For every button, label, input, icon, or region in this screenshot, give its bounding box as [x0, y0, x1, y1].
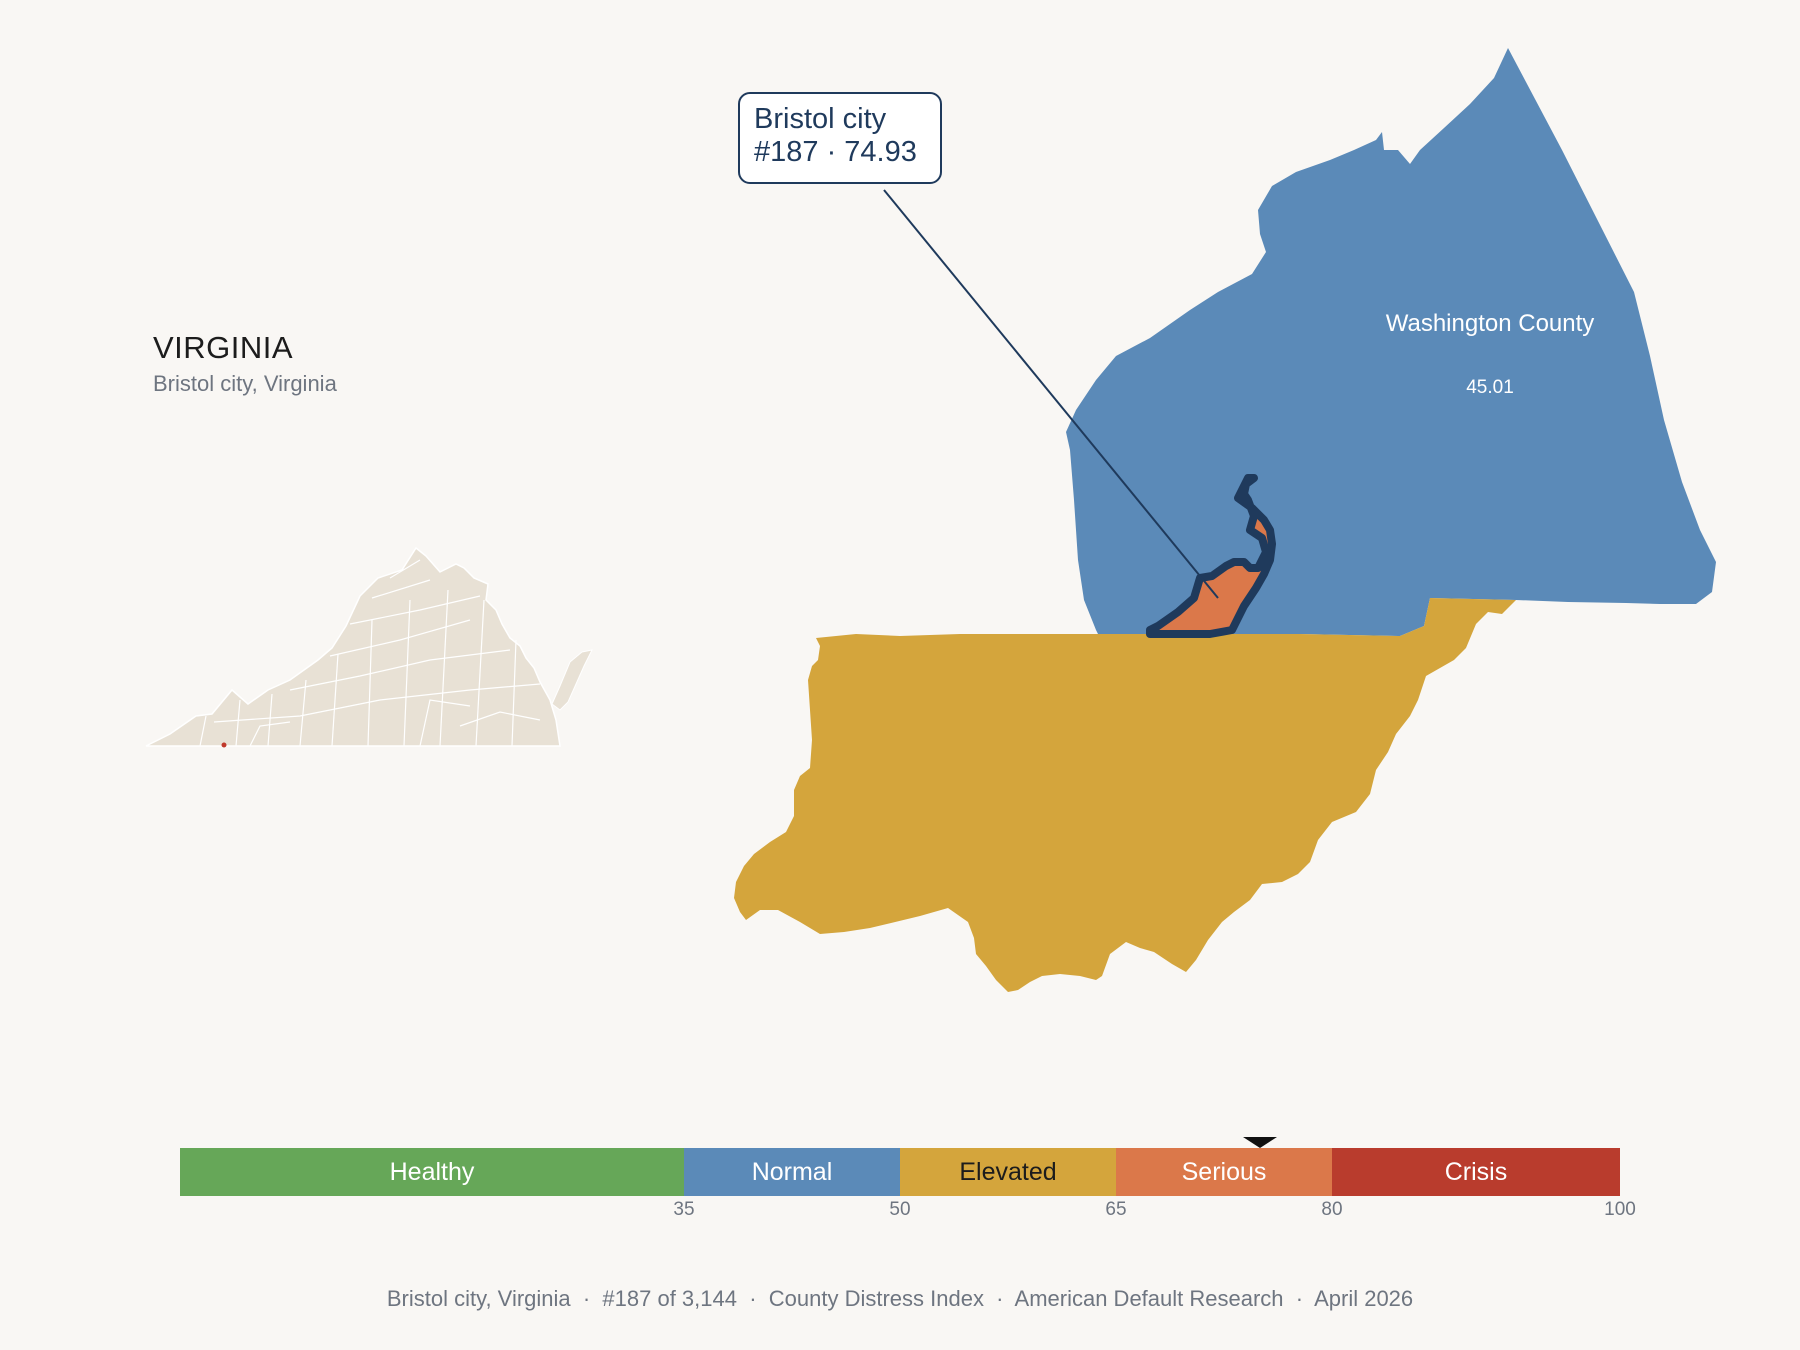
washington-county-region — [1066, 48, 1716, 636]
scale-label-serious: Serious — [1181, 1157, 1267, 1186]
inset-county-lines — [199, 559, 541, 747]
scale-tick-100: 100 — [1604, 1199, 1636, 1220]
callout-county-name: Bristol city — [754, 103, 887, 135]
washington-county-score: 45.01 — [1466, 377, 1514, 398]
scale-label-normal: Normal — [751, 1157, 833, 1186]
virginia-inset-map — [145, 546, 593, 748]
distress-scale-bar: Healthy Normal Elevated Serious Crisis — [180, 1148, 1620, 1196]
scale-label-crisis: Crisis — [1444, 1157, 1508, 1186]
callout-rank-score: #187 · 74.93 — [754, 136, 917, 168]
inset-highlight-dot — [221, 742, 227, 748]
scale-segment-normal: Normal — [684, 1148, 900, 1196]
virginia-inset-shape — [145, 546, 561, 747]
scale-segment-elevated: Elevated — [900, 1148, 1116, 1196]
scale-label-elevated: Elevated — [959, 1157, 1057, 1186]
southern-county-region — [734, 598, 1516, 992]
state-title: VIRGINIA — [153, 330, 294, 365]
scale-tick-50: 50 — [889, 1199, 911, 1220]
washington-county-label: Washington County — [1386, 310, 1595, 337]
scale-segment-crisis: Crisis — [1332, 1148, 1620, 1196]
scale-label-healthy: Healthy — [389, 1157, 475, 1186]
footer-caption: Bristol city, Virginia · #187 of 3,144 ·… — [386, 1286, 1414, 1311]
scale-segment-healthy: Healthy — [180, 1148, 684, 1196]
scale-tick-65: 65 — [1105, 1199, 1127, 1220]
bristol-city-region[interactable] — [1146, 474, 1276, 638]
state-subtitle: Bristol city, Virginia — [153, 371, 337, 396]
callout-leader-line — [883, 189, 1219, 599]
scale-tick-35: 35 — [673, 1199, 695, 1220]
virginia-eastern-shore — [551, 649, 593, 711]
scale-tick-80: 80 — [1321, 1199, 1343, 1220]
county-callout: Bristol city #187 · 74.93 — [738, 92, 942, 184]
scale-segment-serious: Serious — [1116, 1148, 1332, 1196]
score-marker-icon — [1243, 1137, 1277, 1148]
